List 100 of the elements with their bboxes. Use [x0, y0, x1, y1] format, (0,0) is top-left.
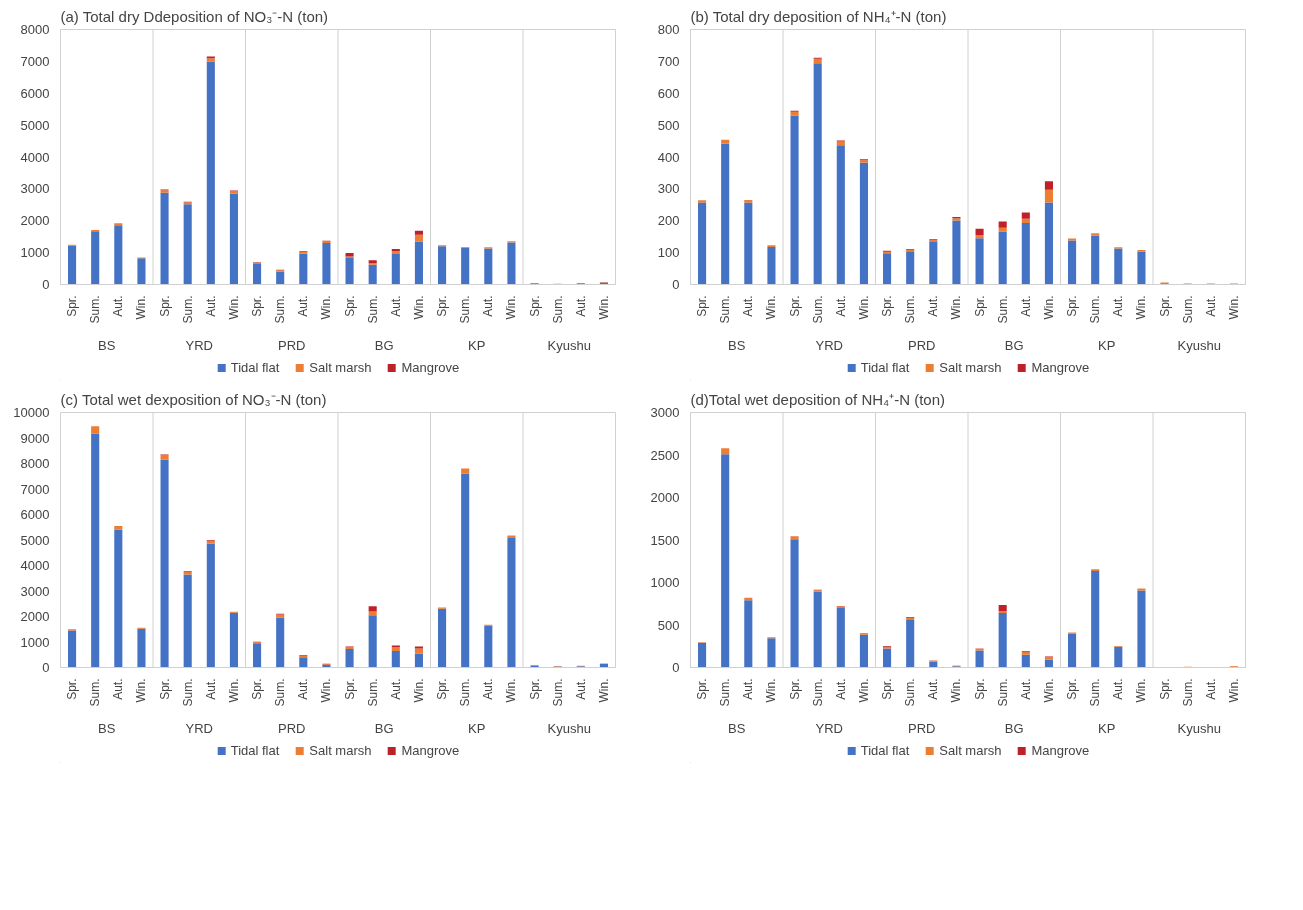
x-tick-label: Spr.: [435, 678, 450, 700]
legend-label: Mangrove: [401, 742, 460, 758]
chart-title: (b) Total dry deposition of NH₄⁺-N (ton): [690, 7, 947, 25]
y-tick-label: 6000: [20, 85, 50, 101]
x-tick-label: Spr.: [435, 295, 450, 317]
x-tick-label: Sum.: [88, 295, 103, 324]
y-tick-label: 700: [657, 53, 680, 69]
x-tick-label: Win.: [504, 678, 519, 703]
x-tick-label: Sum.: [810, 678, 825, 707]
x-tick-label: Spr.: [1157, 295, 1172, 317]
x-tick-label: Aut.: [203, 295, 218, 317]
x-tick-label: Spr.: [880, 295, 895, 317]
y-tick-label: 3000: [20, 181, 50, 197]
x-tick-label: Win.: [319, 678, 334, 703]
text: Kyushu: [547, 337, 591, 353]
x-tick-label: Aut.: [296, 295, 311, 317]
x-tick-label: Spr.: [880, 678, 895, 700]
x-tick-label: Spr.: [157, 678, 172, 700]
y-tick-label: 2500: [650, 447, 680, 463]
y-tick-label: 7000: [20, 481, 50, 497]
x-tick-label: Aut.: [1018, 295, 1033, 317]
x-tick-label: Spr.: [1065, 295, 1080, 317]
y-tick-label: 7000: [20, 53, 50, 69]
x-tick-label: Win.: [856, 678, 871, 703]
chart-title: (c) Total wet dexposition of NO₃⁻-N (ton): [60, 390, 327, 408]
chart-title: (a) Total dry Ddeposition of NO₃⁻-N (ton): [60, 7, 329, 25]
x-tick-label: Spr.: [527, 295, 542, 317]
y-tick-label: 3000: [20, 583, 50, 599]
legend-label: Mangrove: [1031, 742, 1090, 758]
y-tick-label: 500: [657, 117, 680, 133]
legend-label: Salt marsh: [309, 359, 372, 375]
x-tick-label: Win.: [949, 295, 964, 320]
text: BS: [98, 720, 116, 736]
y-tick-label: 3000: [650, 405, 680, 420]
x-tick-label: Win.: [411, 295, 426, 320]
x-tick-label: Sum.: [718, 678, 733, 707]
x-tick-label: Aut.: [388, 295, 403, 317]
text: KP: [468, 337, 486, 353]
y-tick-label: 800: [657, 22, 680, 37]
x-tick-label: Aut.: [296, 678, 311, 700]
text: BS: [728, 720, 746, 736]
x-tick-label: Win.: [134, 295, 149, 320]
x-tick-label: Win.: [856, 295, 871, 320]
y-tick-label: 4000: [20, 558, 50, 573]
x-tick-label: Win.: [1134, 295, 1149, 320]
x-tick-label: Win.: [134, 678, 149, 703]
x-tick-label: Aut.: [1203, 678, 1218, 700]
text: PRD: [908, 720, 936, 736]
chart-title: (d)Total wet deposition of NH₄⁺-N (ton): [690, 390, 946, 408]
text: BG: [374, 337, 394, 353]
x-tick-label: Aut.: [1203, 295, 1218, 317]
y-tick-label: 1000: [650, 575, 680, 590]
x-tick-label: Win.: [504, 295, 519, 320]
y-tick-label: 0: [672, 277, 680, 292]
y-tick-label: 1500: [650, 532, 680, 548]
text: KP: [1098, 337, 1116, 353]
y-tick-label: 0: [672, 660, 680, 675]
legend-label: Tidal flat: [230, 359, 280, 375]
x-tick-label: Aut.: [1018, 678, 1033, 700]
x-tick-label: Aut.: [741, 678, 756, 700]
text: YRD: [185, 337, 213, 353]
x-tick-label: Sum.: [365, 295, 380, 324]
y-tick-label: 300: [657, 181, 680, 197]
text: YRD: [815, 337, 843, 353]
x-tick-label: Aut.: [203, 678, 218, 700]
x-tick-label: Sum.: [273, 678, 288, 707]
y-tick-label: 0: [42, 660, 50, 675]
text: YRD: [185, 720, 213, 736]
x-tick-label: Aut.: [111, 678, 126, 700]
x-tick-label: Win.: [764, 678, 779, 703]
legend-label: Mangrove: [401, 359, 460, 375]
y-tick-label: 5000: [20, 532, 50, 548]
legend-label: Salt marsh: [939, 742, 1002, 758]
y-tick-label: 2000: [20, 213, 50, 229]
x-tick-label: Sum.: [995, 295, 1010, 324]
x-tick-label: Win.: [949, 678, 964, 703]
y-tick-label: 10000: [13, 405, 50, 420]
legend-label: Tidal flat: [860, 742, 910, 758]
x-tick-label: Spr.: [787, 295, 802, 317]
x-tick-label: Sum.: [1180, 295, 1195, 324]
x-tick-label: Aut.: [926, 295, 941, 317]
x-tick-label: Sum.: [550, 295, 565, 324]
legend-label: Mangrove: [1031, 359, 1090, 375]
x-tick-label: Spr.: [695, 295, 710, 317]
x-tick-label: Sum.: [995, 678, 1010, 707]
x-tick-label: Spr.: [250, 678, 265, 700]
y-tick-label: 500: [657, 617, 680, 633]
x-tick-label: Spr.: [787, 678, 802, 700]
x-tick-label: Win.: [1226, 295, 1241, 320]
x-tick-label: Spr.: [157, 295, 172, 317]
text: KP: [1098, 720, 1116, 736]
y-tick-label: 8000: [20, 22, 50, 37]
legend-label: Tidal flat: [860, 359, 910, 375]
x-tick-label: Aut.: [573, 678, 588, 700]
x-tick-label: Aut.: [833, 678, 848, 700]
x-tick-label: Spr.: [250, 295, 265, 317]
y-tick-label: 1000: [20, 245, 50, 261]
x-tick-label: Win.: [596, 678, 611, 703]
y-tick-label: 200: [657, 213, 680, 229]
y-tick-label: 4000: [20, 149, 50, 165]
